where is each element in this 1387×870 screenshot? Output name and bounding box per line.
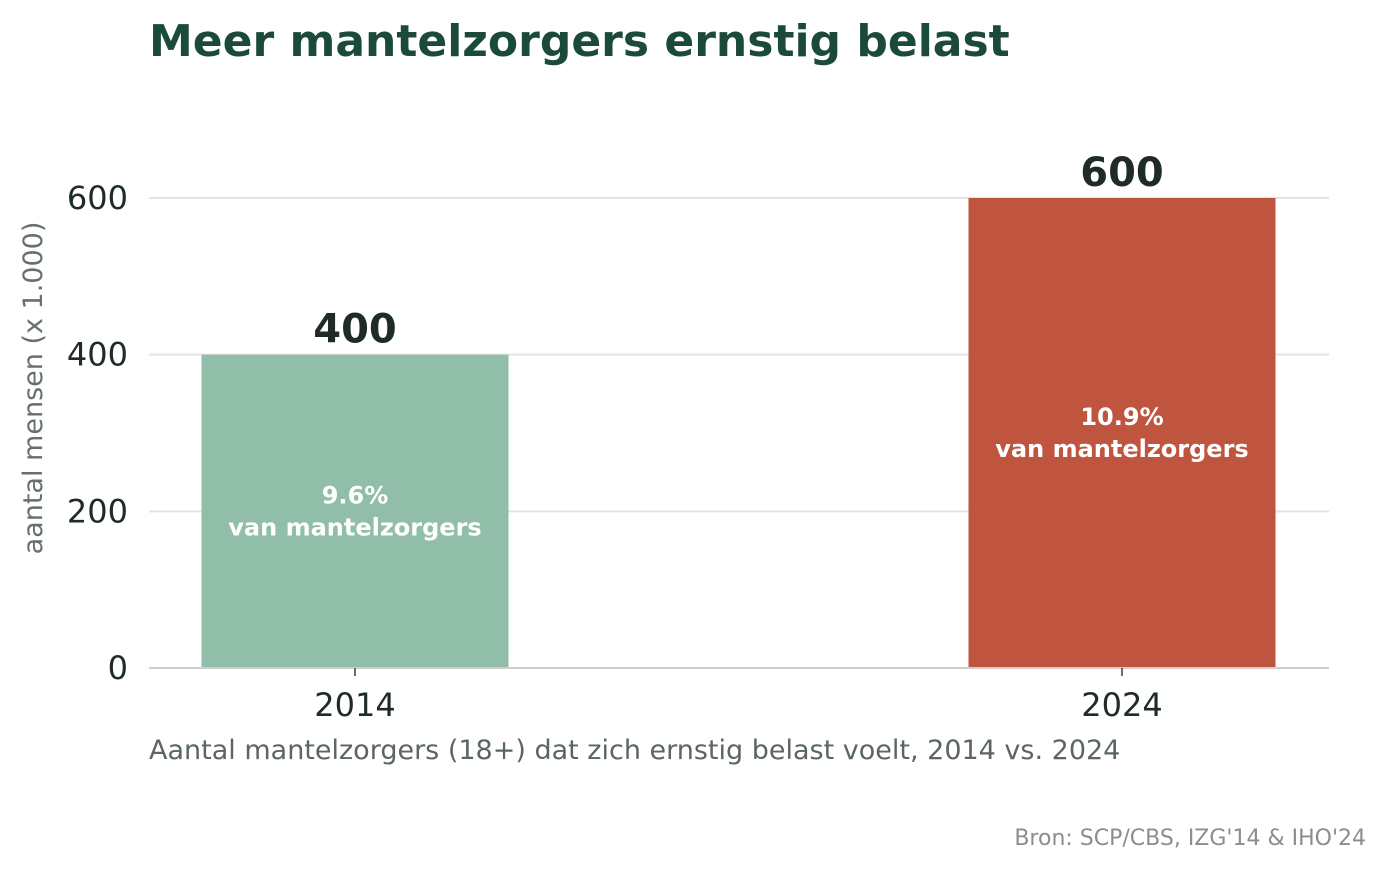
bar-2014 [201, 354, 509, 668]
x-tick-label: 2014 [314, 686, 395, 724]
chart-title: Meer mantelzorgers ernstig belast [149, 16, 1010, 67]
y-tick-label: 400 [67, 336, 128, 374]
y-tick-label: 200 [67, 492, 128, 530]
bar-2024 [968, 198, 1276, 668]
chart-subtitle: Aantal mantelzorgers (18+) dat zich erns… [149, 735, 1120, 766]
y-axis-label: aantal mensen (x 1.000) [18, 222, 49, 555]
bar-value-label: 600 [1080, 150, 1164, 196]
bar-inner-label: 10.9% [1080, 403, 1163, 431]
source-note: Bron: SCP/CBS, IZG'14 & IHO'24 [1014, 826, 1366, 851]
y-tick-label: 600 [67, 179, 128, 217]
bar-inner-label: 9.6% [322, 481, 389, 509]
bar-inner-label: van mantelzorgers [228, 513, 481, 541]
axes: 0 200 400 600 2014 2024 [67, 179, 1329, 724]
bar-value-label: 400 [313, 307, 397, 353]
y-tick-label: 0 [108, 649, 128, 687]
x-tick-label: 2024 [1081, 686, 1162, 724]
bars: 400 9.6% van mantelzorgers 600 10.9% van mant… [201, 150, 1276, 668]
bar-inner-label: van mantelzorgers [995, 435, 1248, 463]
